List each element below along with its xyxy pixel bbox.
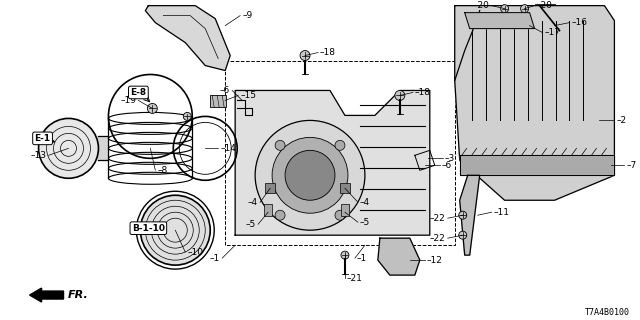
Polygon shape (465, 12, 534, 28)
Circle shape (275, 210, 285, 220)
Text: –15: –15 (240, 91, 256, 100)
Circle shape (255, 120, 365, 230)
Text: E-1: E-1 (35, 134, 51, 143)
Text: –12: –12 (427, 256, 443, 265)
Text: –11: –11 (493, 208, 509, 217)
Circle shape (335, 140, 345, 150)
Text: –19: –19 (120, 96, 136, 105)
Text: B-1-10: B-1-10 (132, 224, 165, 233)
Circle shape (275, 140, 285, 150)
Text: T7A4B0100: T7A4B0100 (584, 308, 629, 316)
Text: E-8: E-8 (131, 88, 147, 97)
Text: –22: –22 (430, 234, 445, 243)
Polygon shape (460, 155, 614, 175)
Bar (341, 204, 349, 216)
Circle shape (500, 5, 509, 12)
Text: FR.: FR. (67, 290, 88, 300)
Circle shape (459, 211, 467, 219)
Circle shape (147, 103, 157, 113)
Polygon shape (460, 175, 479, 255)
Text: –13: –13 (31, 151, 47, 160)
Text: –4: –4 (360, 198, 370, 207)
Text: –22: –22 (430, 214, 445, 223)
Circle shape (300, 51, 310, 60)
Polygon shape (455, 6, 614, 200)
Circle shape (395, 91, 405, 100)
Text: –1: –1 (210, 254, 220, 263)
Polygon shape (99, 136, 108, 160)
FancyArrow shape (29, 288, 63, 302)
Circle shape (459, 231, 467, 239)
Text: –6: –6 (220, 86, 230, 95)
Text: –2: –2 (616, 116, 627, 125)
Circle shape (285, 150, 335, 200)
Polygon shape (235, 91, 430, 235)
Bar (210, 95, 226, 108)
Text: –18: –18 (415, 88, 431, 97)
Polygon shape (378, 238, 420, 275)
Circle shape (38, 118, 99, 178)
Text: –4: –4 (248, 198, 258, 207)
Text: –14: –14 (220, 144, 236, 153)
Bar (340, 183, 350, 193)
Text: –20: –20 (536, 1, 552, 10)
Text: –6: –6 (442, 161, 452, 170)
Bar (265, 183, 275, 193)
Bar (264, 204, 272, 216)
Text: –17: –17 (545, 28, 561, 37)
Circle shape (520, 5, 529, 12)
Circle shape (335, 210, 345, 220)
Bar (225, 60, 455, 245)
Text: –5: –5 (246, 220, 256, 229)
Text: –16: –16 (572, 18, 588, 27)
Circle shape (272, 137, 348, 213)
Text: –1: –1 (357, 254, 367, 263)
Text: –10: –10 (188, 248, 204, 257)
Text: –18: –18 (320, 48, 336, 57)
Text: –9: –9 (242, 11, 252, 20)
Circle shape (341, 251, 349, 259)
Text: –3: –3 (445, 154, 455, 163)
Text: –8: –8 (157, 166, 168, 175)
Circle shape (140, 195, 210, 265)
Polygon shape (145, 6, 230, 70)
Circle shape (183, 112, 191, 120)
Text: –5: –5 (360, 218, 370, 227)
Text: –21: –21 (347, 274, 363, 283)
Text: –7: –7 (627, 161, 637, 170)
Text: –20: –20 (474, 1, 490, 10)
